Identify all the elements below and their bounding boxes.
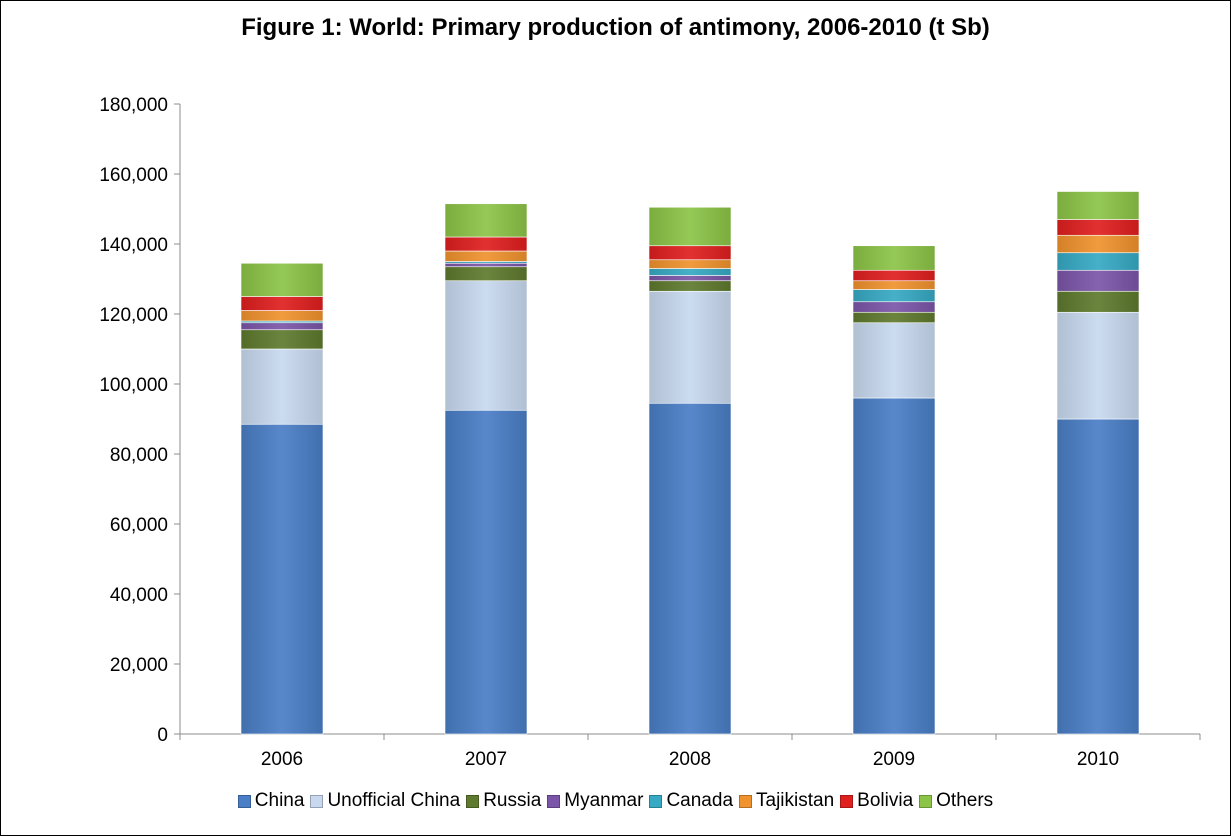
legend-label: China <box>254 790 305 811</box>
chart-title: Figure 1: World: Primary production of a… <box>241 14 990 41</box>
legend-swatch <box>466 794 480 808</box>
bar-segment-bolivia <box>240 296 324 311</box>
y-axis: 0 20,000 40,000 60,000 80,000 100,000 120,000 1… <box>99 95 181 746</box>
bar-segment-china <box>852 397 936 735</box>
legend-label: Unofficial China <box>327 790 461 811</box>
x-tick-label: 2009 <box>873 749 915 770</box>
bar-segment-russia <box>444 266 528 282</box>
bar-segment-russia <box>240 329 324 350</box>
bar-segment-canada <box>852 289 936 303</box>
bar-segment-myanmar <box>648 275 732 282</box>
bar-segment-bolivia <box>648 245 732 261</box>
bar-segment-others <box>1056 191 1140 220</box>
legend-swatch <box>840 794 854 808</box>
x-tick-label: 2010 <box>1077 749 1119 770</box>
legend: China Unofficial China Russia Myanmar Canada… <box>0 790 1231 812</box>
x-tick-label: 2007 <box>465 749 507 770</box>
legend-label: Canada <box>666 790 734 811</box>
legend-item: Unofficial China <box>310 790 460 812</box>
legend-item: Myanmar <box>547 790 643 812</box>
legend-item: Russia <box>466 790 541 812</box>
bar-segment-russia <box>648 280 732 292</box>
x-tick-label: 2006 <box>261 749 303 770</box>
y-tick-label: 0 <box>157 725 168 746</box>
bar-segment-china <box>240 423 324 735</box>
bar-segment-tajikistan <box>852 280 936 290</box>
bar-segment-tajikistan <box>648 259 732 269</box>
bar-segment-tajikistan <box>1056 234 1140 254</box>
bar-segment-others <box>852 245 936 271</box>
bar-segment-unofficial-china <box>852 322 936 399</box>
bar-segment-unofficial-china <box>444 280 528 411</box>
x-axis: 2006 2007 2008 2009 2010 <box>179 733 1201 770</box>
legend-item: Bolivia <box>840 790 913 812</box>
bar-segment-tajikistan <box>240 310 324 322</box>
bar-segment-myanmar <box>444 262 528 268</box>
bar-segment-unofficial-china <box>648 290 732 404</box>
bar-segment-unofficial-china <box>1056 311 1140 420</box>
legend-label: Myanmar <box>564 790 644 811</box>
y-tick-label: 100,000 <box>99 375 168 396</box>
bar-segment-bolivia <box>852 269 936 282</box>
y-tick-label: 40,000 <box>110 585 168 606</box>
bar-segment-others <box>240 262 324 297</box>
bar-segment-myanmar <box>240 322 324 331</box>
legend-item: Others <box>919 790 993 812</box>
bar-segment-others <box>648 206 732 247</box>
bar-segment-others <box>444 203 528 238</box>
y-tick-label: 60,000 <box>110 515 168 536</box>
bar-segment-russia <box>852 311 936 324</box>
bar-segment-china <box>648 402 732 735</box>
legend-item: Canada <box>649 790 733 812</box>
bar-segment-china <box>444 409 528 735</box>
bar-stacks <box>240 191 1140 735</box>
bar-segment-china <box>1056 418 1140 735</box>
bar-segment-canada <box>648 268 732 276</box>
y-tick-label: 140,000 <box>99 235 168 256</box>
bar-segment-bolivia <box>444 236 528 252</box>
legend-item: Tajikistan <box>739 790 834 812</box>
bar-segment-tajikistan <box>444 250 528 262</box>
bar-segment-canada <box>1056 252 1140 271</box>
y-tick-label: 120,000 <box>99 305 168 326</box>
legend-swatch <box>739 794 753 808</box>
bar-segment-bolivia <box>1056 219 1140 236</box>
legend-item: China <box>237 790 305 812</box>
legend-label: Russia <box>483 790 542 811</box>
legend-swatch <box>919 794 933 808</box>
bar-segment-myanmar <box>1056 269 1140 292</box>
legend-swatch <box>310 794 324 808</box>
bar-segment-unofficial-china <box>240 348 324 425</box>
y-tick-label: 180,000 <box>99 95 168 116</box>
bar-segment-myanmar <box>852 301 936 313</box>
legend-swatch <box>237 794 251 808</box>
y-tick-label: 20,000 <box>110 655 168 676</box>
bar-segment-russia <box>1056 290 1140 313</box>
y-tick-label: 160,000 <box>99 165 168 186</box>
legend-label: Bolivia <box>857 790 914 811</box>
legend-swatch <box>649 794 663 808</box>
legend-label: Others <box>936 790 994 811</box>
legend-swatch <box>547 794 561 808</box>
y-tick-label: 80,000 <box>110 445 168 466</box>
x-tick-label: 2008 <box>669 749 711 770</box>
legend-label: Tajikistan <box>756 790 835 811</box>
